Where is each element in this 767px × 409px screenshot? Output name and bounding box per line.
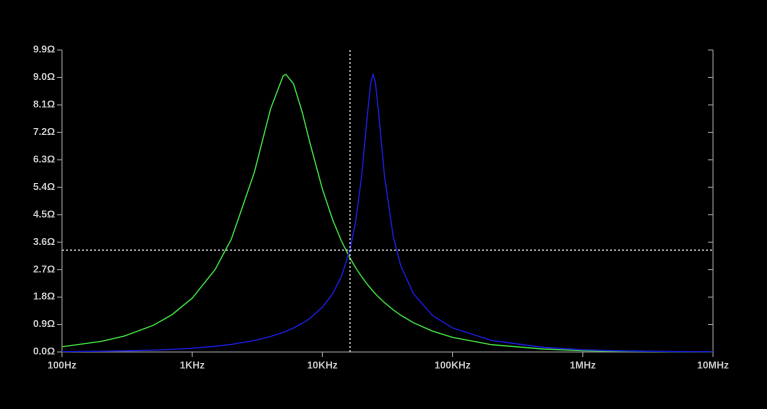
y-tick-label: 0.9Ω	[33, 319, 55, 330]
y-tick-label: 5.4Ω	[33, 182, 55, 193]
y-tick-label: 0.0Ω	[33, 347, 55, 358]
y-tick-label: 3.6Ω	[33, 237, 55, 248]
x-tick-label: 100Hz	[48, 361, 77, 372]
y-tick-label: 9.0Ω	[33, 72, 55, 83]
y-tick-label: 6.3Ω	[33, 154, 55, 165]
y-tick-label: 8.1Ω	[33, 100, 55, 111]
y-tick-label: 4.5Ω	[33, 209, 55, 220]
y-tick-label: 1.8Ω	[33, 292, 55, 303]
series-line	[61, 72, 714, 353]
series-line	[61, 73, 714, 353]
x-tick-label: 10KHz	[307, 361, 338, 372]
x-tick-label: 10MHz	[697, 361, 729, 372]
x-tick-label: 1MHz	[570, 361, 596, 372]
y-tick-label: 2.7Ω	[33, 264, 55, 275]
x-tick-label: 1KHz	[180, 361, 205, 372]
y-tick-label: 9.9Ω	[33, 45, 55, 56]
x-tick-label: 100KHz	[435, 361, 471, 372]
y-tick-label: 7.2Ω	[33, 127, 55, 138]
